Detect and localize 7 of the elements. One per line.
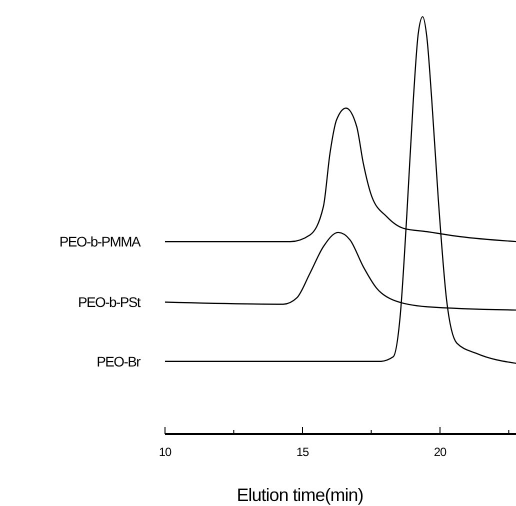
series-label: PEO-b-PSt: [78, 294, 141, 310]
x-tick-label: 20: [434, 445, 447, 459]
series-label: PEO-b-PMMA: [59, 234, 142, 250]
x-tick-label: 15: [296, 445, 310, 459]
series-label: PEO-Br: [96, 353, 142, 370]
x-tick-label: 10: [158, 445, 172, 459]
x-axis-title: Elution time(min): [236, 485, 364, 505]
